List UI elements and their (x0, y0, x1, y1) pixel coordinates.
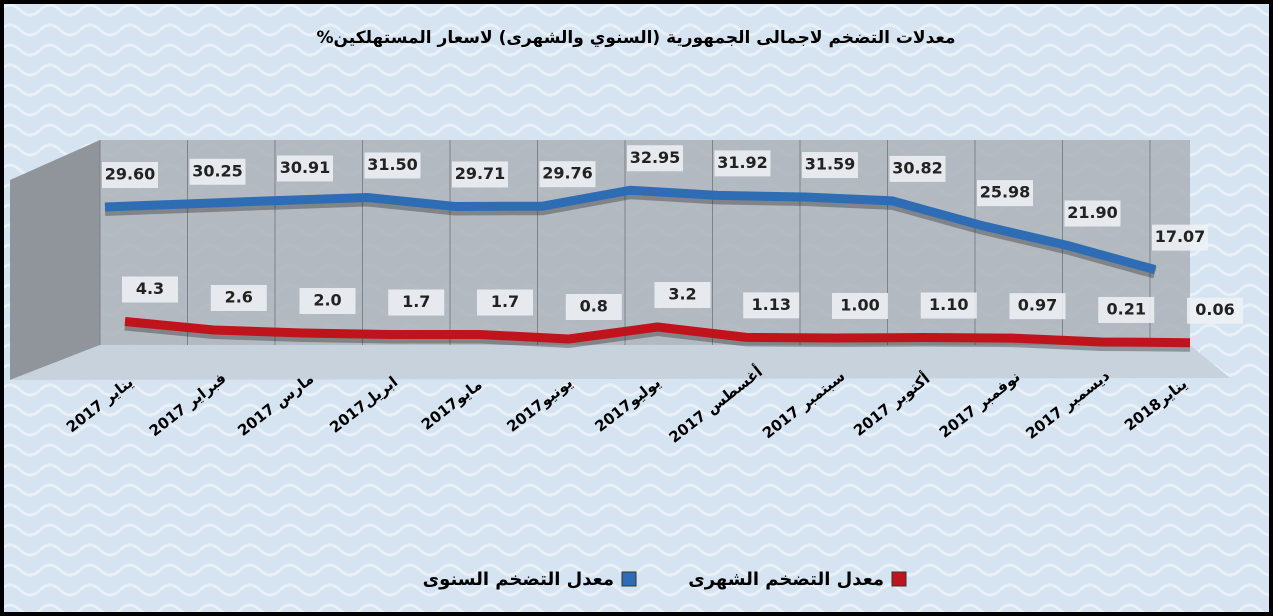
data-label: 31.59 (805, 155, 856, 174)
data-label: 29.60 (105, 165, 156, 184)
legend: معدل التضخم السنوى معدل التضخم الشهرى (423, 569, 907, 590)
data-label-box (102, 162, 158, 188)
data-label: 0.06 (1195, 300, 1234, 319)
chart-title: معدلات التضخم لاجمالى الجمهورية (السنوي … (316, 28, 955, 48)
data-label: 2.0 (313, 291, 341, 310)
data-label-box (477, 289, 533, 316)
data-label: 31.92 (717, 153, 768, 172)
data-label-box (920, 292, 977, 319)
data-label: 1.13 (752, 295, 791, 314)
data-label: 31.50 (367, 155, 418, 174)
data-label-box (832, 293, 888, 319)
data-label: 30.25 (192, 161, 243, 180)
data-label-box (388, 289, 445, 316)
data-label-box (627, 145, 683, 172)
data-label-box (565, 294, 622, 320)
data-label: 25.98 (980, 183, 1031, 202)
data-label: 21.90 (1067, 203, 1118, 222)
data-label: 1.00 (840, 296, 879, 315)
data-label: 29.76 (542, 164, 593, 183)
data-label: 4.3 (136, 279, 164, 298)
data-label: 30.91 (280, 158, 331, 177)
data-label: 0.21 (1107, 299, 1146, 318)
data-label: 1.7 (491, 292, 519, 311)
data-label-box (889, 155, 946, 182)
data-label-box (1187, 297, 1243, 324)
data-label-box (277, 155, 333, 182)
data-label: 0.97 (1018, 296, 1057, 315)
data-label: 17.07 (1155, 227, 1206, 246)
data-label: 1.7 (402, 292, 430, 311)
data-label-box (654, 282, 711, 308)
legend-label: معدل التضخم الشهرى (688, 569, 884, 590)
series-line (104, 185, 1157, 274)
legend-swatch (891, 571, 907, 587)
data-label: 32.95 (630, 148, 681, 167)
floor (10, 345, 1230, 380)
data-label-box (452, 161, 508, 188)
data-label-box (122, 276, 178, 303)
data-label-box (364, 152, 421, 179)
data-label: 0.8 (580, 297, 608, 316)
data-label-box (977, 180, 1033, 207)
side-wall (10, 140, 100, 380)
legend-swatch (621, 571, 637, 587)
data-label-box (539, 161, 596, 188)
data-label: 2.6 (225, 288, 253, 307)
data-label: 30.82 (892, 158, 943, 177)
legend-label: معدل التضخم السنوى (423, 569, 614, 590)
data-label-box (1009, 293, 1066, 320)
data-label-box (1098, 296, 1155, 323)
data-label-box (1064, 200, 1121, 227)
data-label: 3.2 (668, 285, 696, 304)
series-line (124, 317, 1191, 348)
data-label-box (299, 288, 356, 314)
data-label: 29.71 (455, 164, 506, 183)
data-label-box (1152, 224, 1208, 251)
data-label-box (802, 152, 858, 179)
data-label-box (210, 285, 267, 311)
data-label-box (714, 150, 771, 177)
data-label-box (189, 158, 246, 185)
data-label-box (743, 292, 800, 319)
data-label: 1.10 (929, 295, 968, 314)
